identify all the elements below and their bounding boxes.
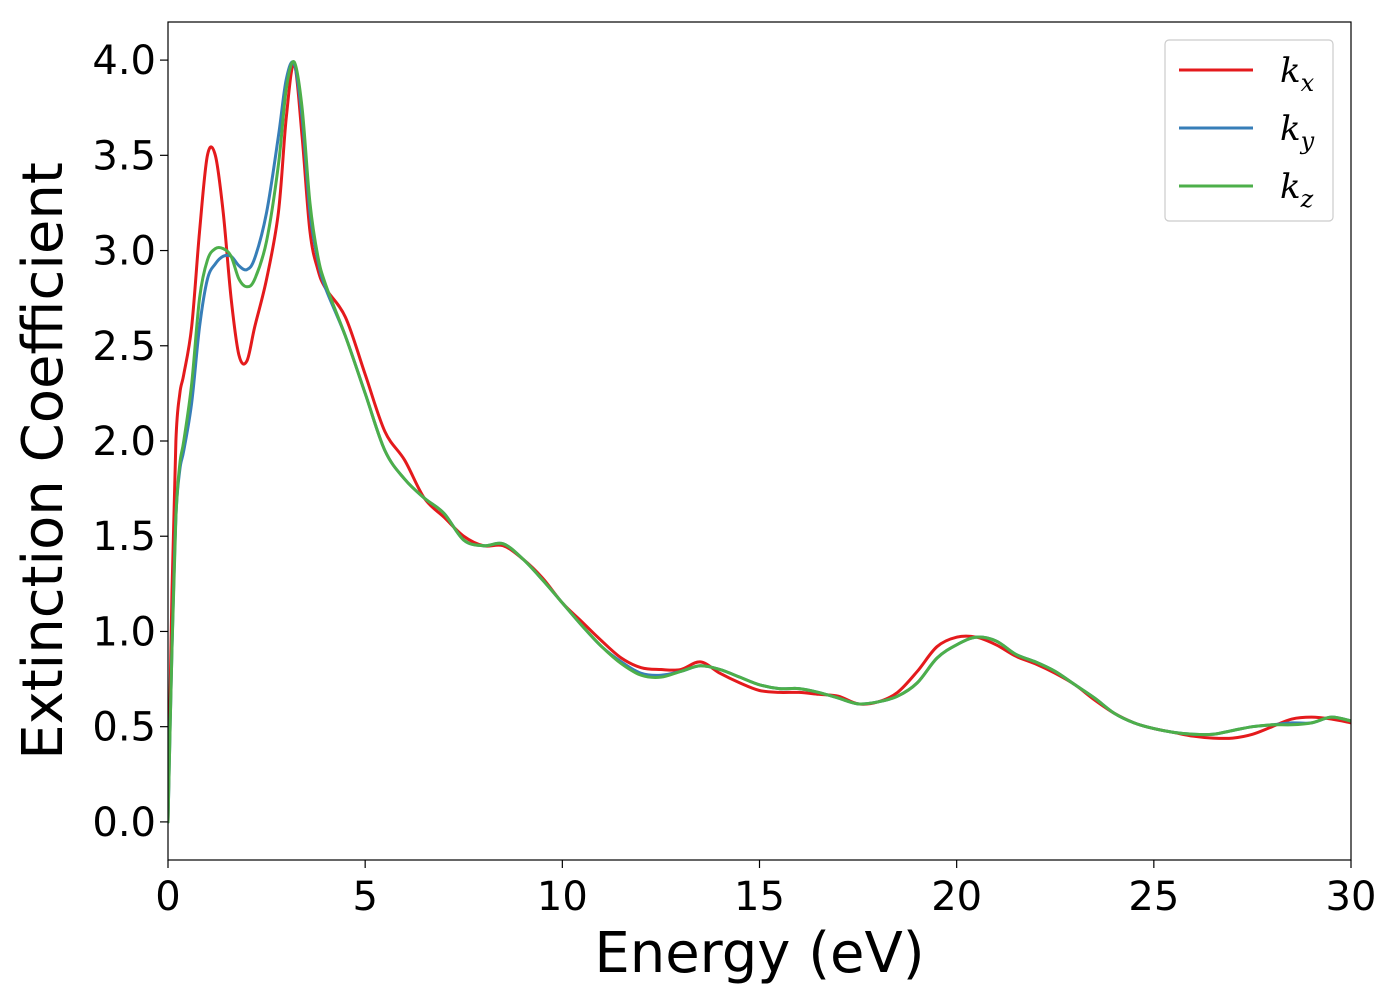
x-tick-label: 15 — [734, 874, 785, 920]
y-axis-ticks: 0.0 0.5 1.0 1.5 2.0 2.5 3.0 3.5 4.0 — [92, 38, 168, 846]
legend-label-kz: kz — [1280, 167, 1314, 213]
x-tick-label: 30 — [1326, 874, 1377, 920]
x-tick-label: 25 — [1128, 874, 1179, 920]
legend-label-subscript: z — [1300, 185, 1314, 213]
x-axis-title: Energy (eV) — [594, 921, 924, 986]
legend-label-ky: ky — [1280, 109, 1315, 155]
x-tick-label: 5 — [352, 874, 377, 920]
legend-label-subscript: x — [1301, 69, 1315, 97]
y-tick-label: 2.5 — [92, 324, 156, 370]
x-tick-label: 10 — [537, 874, 588, 920]
y-tick-label: 1.0 — [92, 609, 156, 655]
x-tick-label: 20 — [931, 874, 982, 920]
y-tick-label: 1.5 — [92, 514, 156, 560]
y-tick-label: 3.0 — [92, 229, 156, 275]
legend-label-kx: kx — [1280, 51, 1315, 97]
series-line-kz — [168, 60, 1351, 824]
x-axis-ticks: 0 5 10 15 20 25 30 — [155, 860, 1376, 920]
y-tick-label: 4.0 — [92, 38, 156, 84]
legend-box — [1164, 39, 1334, 222]
legend-label-subscript: y — [1300, 127, 1315, 155]
y-tick-label: 0.5 — [92, 705, 156, 751]
legend-label-base: k — [1280, 167, 1301, 207]
y-tick-label: 0.0 — [92, 800, 156, 846]
legend-label-base: k — [1280, 51, 1301, 91]
x-tick-label: 0 — [155, 874, 180, 920]
y-tick-label: 2.0 — [92, 419, 156, 465]
y-tick-label: 3.5 — [92, 133, 156, 179]
y-axis-title: Extinction Coefficient — [11, 162, 76, 760]
legend-label-base: k — [1280, 109, 1301, 149]
series-layer — [168, 60, 1351, 824]
